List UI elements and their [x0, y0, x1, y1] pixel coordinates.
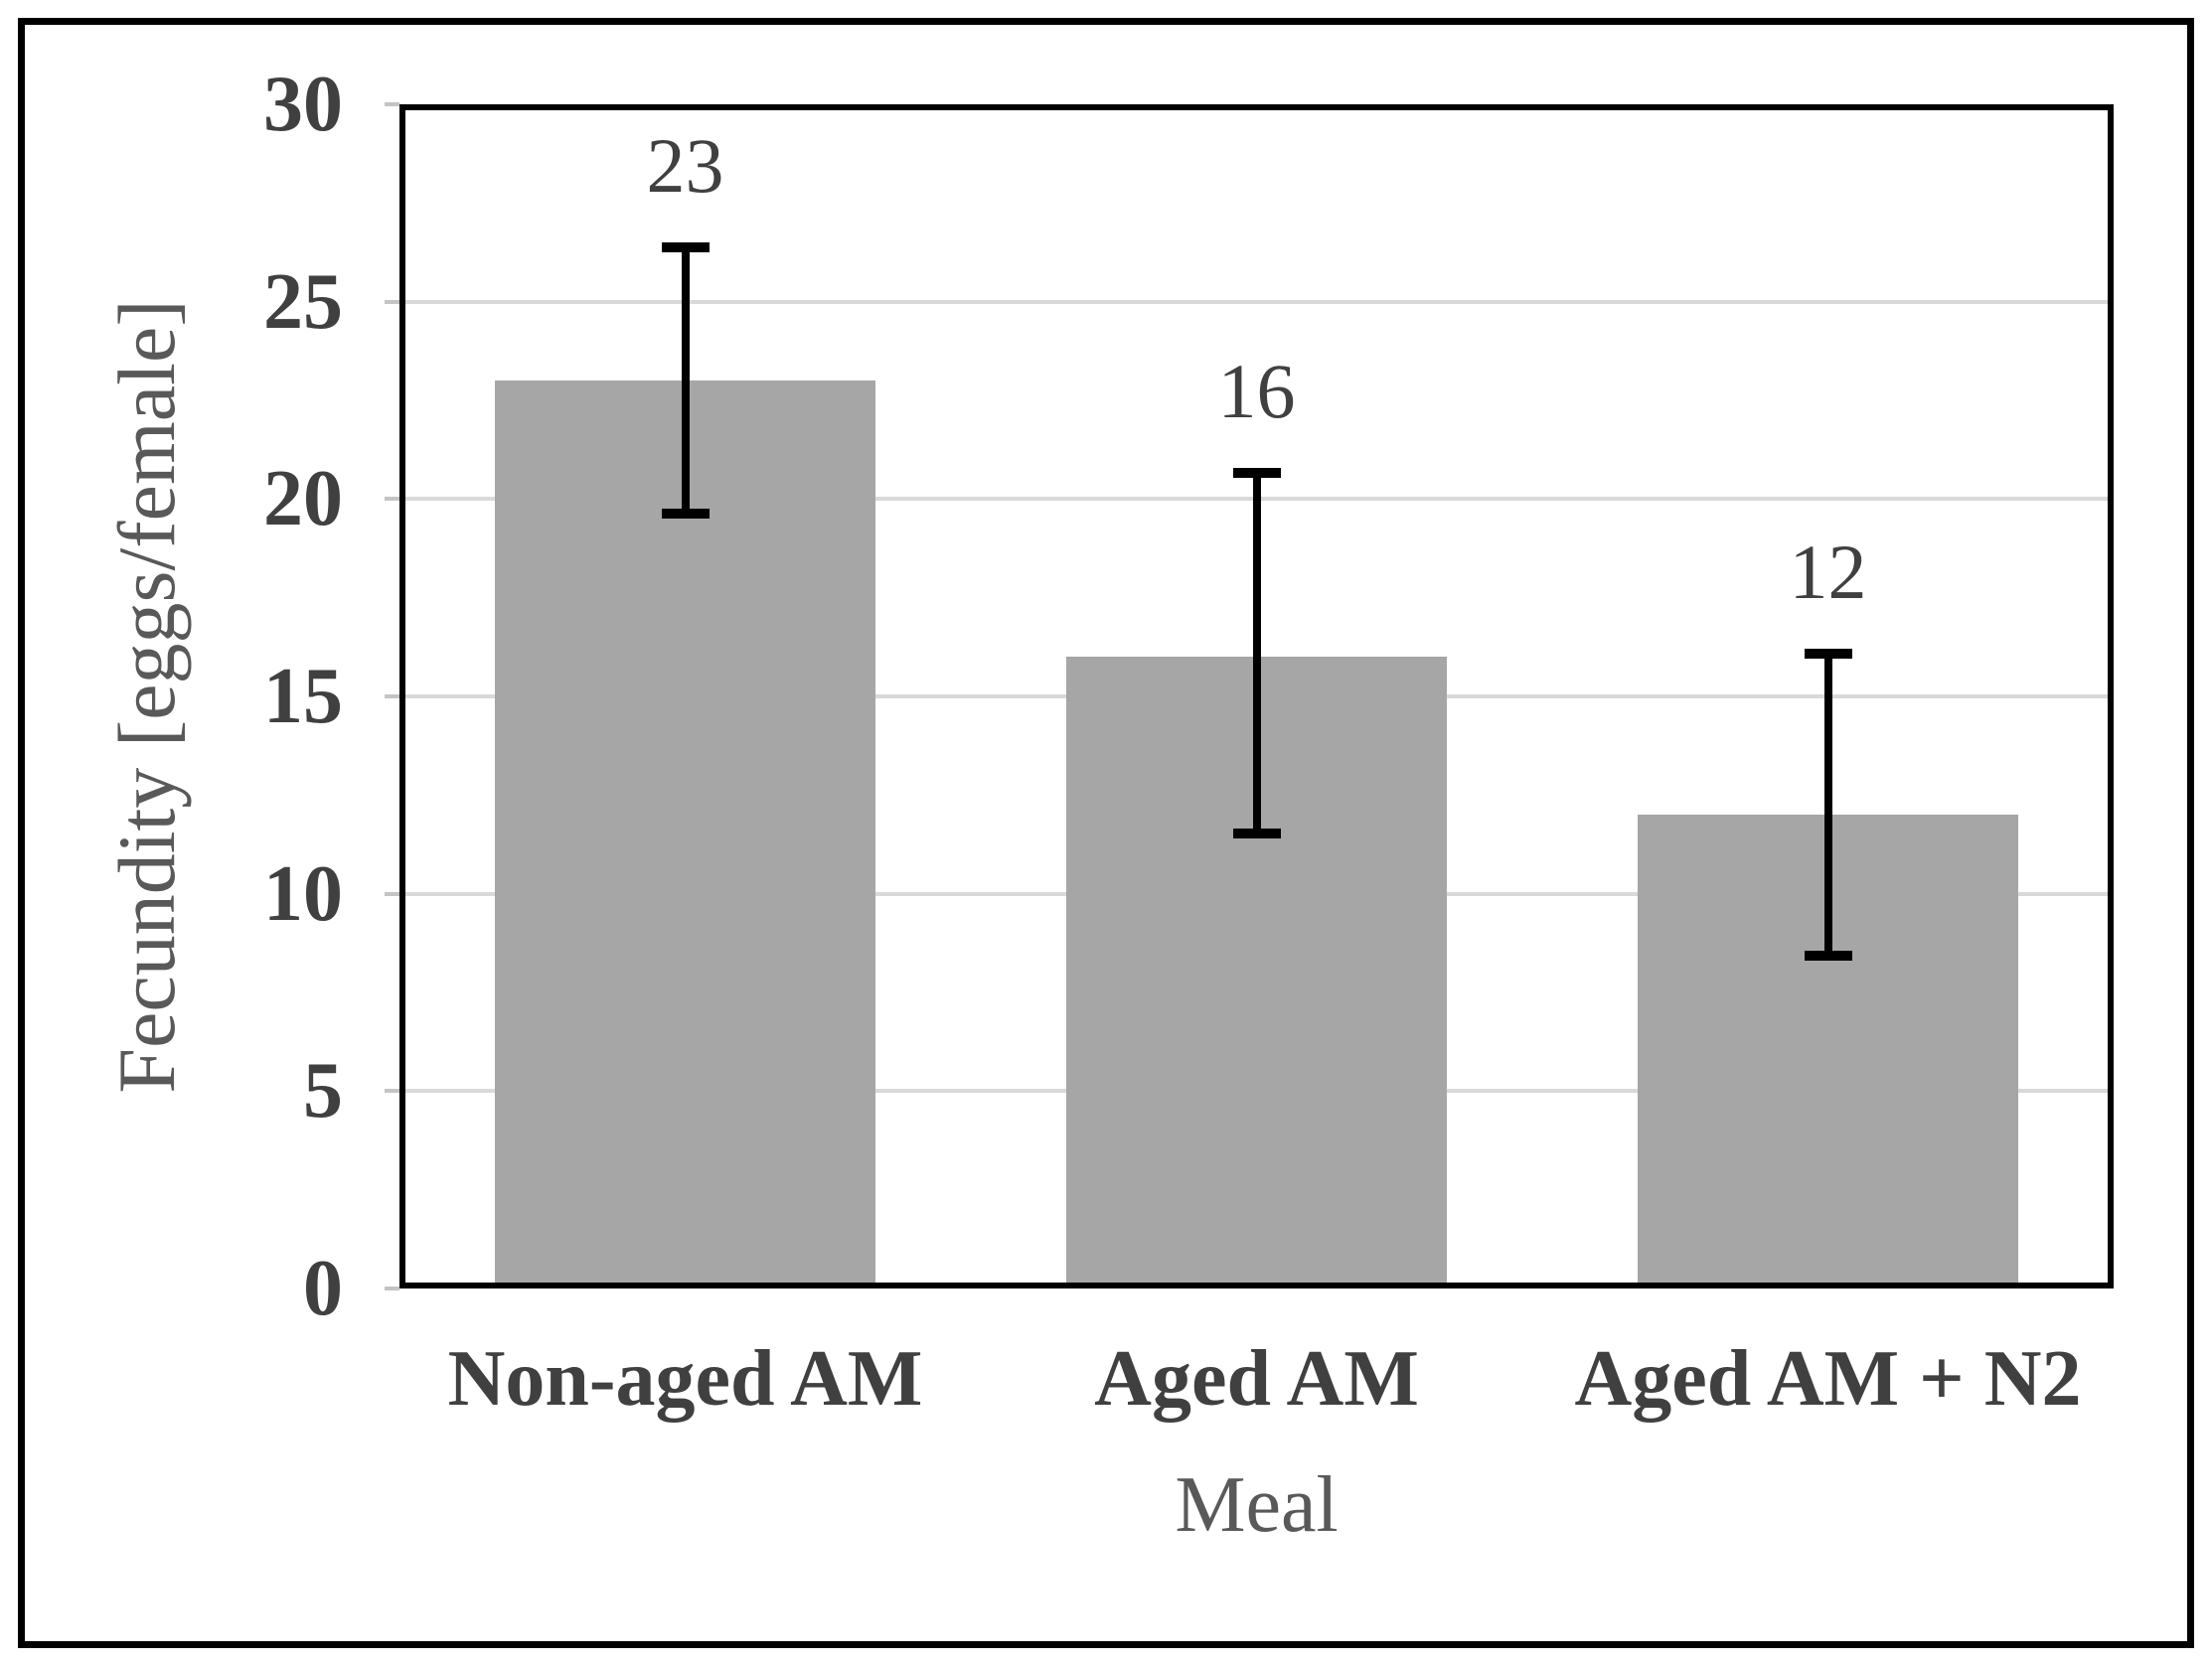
y-tick-label: 25: [263, 257, 343, 346]
y-tick-mark: [385, 497, 399, 502]
error-bar-cap-top: [1804, 649, 1852, 660]
error-bar-cap-top: [661, 242, 710, 253]
y-tick-mark: [385, 891, 399, 896]
error-bar-cap-top: [1232, 467, 1281, 478]
error-bar-stem: [681, 242, 690, 520]
x-category-label: Aged AM: [1094, 1335, 1419, 1423]
error-bar-stem: [1252, 467, 1261, 839]
error-bar-cap-bottom: [661, 509, 710, 520]
y-tick-mark: [385, 1089, 399, 1094]
y-tick-label: 5: [303, 1047, 343, 1136]
error-bar-stem: [1823, 649, 1832, 962]
y-tick-mark: [385, 1287, 399, 1290]
y-tick-label: 0: [303, 1245, 343, 1332]
y-gridline: [399, 299, 2114, 304]
y-tick-mark: [385, 299, 399, 304]
y-tick-label: 20: [263, 455, 343, 543]
bar-value-label: 16: [1217, 347, 1296, 434]
bar: [495, 380, 875, 1288]
error-bar: [661, 242, 710, 520]
y-tick-mark: [385, 694, 399, 698]
y-tick-mark: [385, 102, 399, 106]
x-category-label: Non-aged AM: [447, 1335, 923, 1423]
error-bar-cap-bottom: [1232, 829, 1281, 839]
error-bar: [1804, 649, 1852, 962]
y-tick-label: 10: [263, 849, 343, 938]
x-axis-title: Meal: [1175, 1461, 1339, 1549]
bar-value-label: 12: [1789, 529, 1867, 616]
y-axis-title: Fecundity [eggs/female]: [101, 299, 192, 1094]
x-category-label: Aged AM + N2: [1574, 1335, 2082, 1423]
bar-value-label: 23: [646, 122, 724, 210]
error-bar-cap-bottom: [1804, 951, 1852, 962]
y-tick-label: 15: [263, 653, 343, 740]
error-bar: [1232, 467, 1281, 839]
y-tick-label: 30: [263, 61, 343, 148]
